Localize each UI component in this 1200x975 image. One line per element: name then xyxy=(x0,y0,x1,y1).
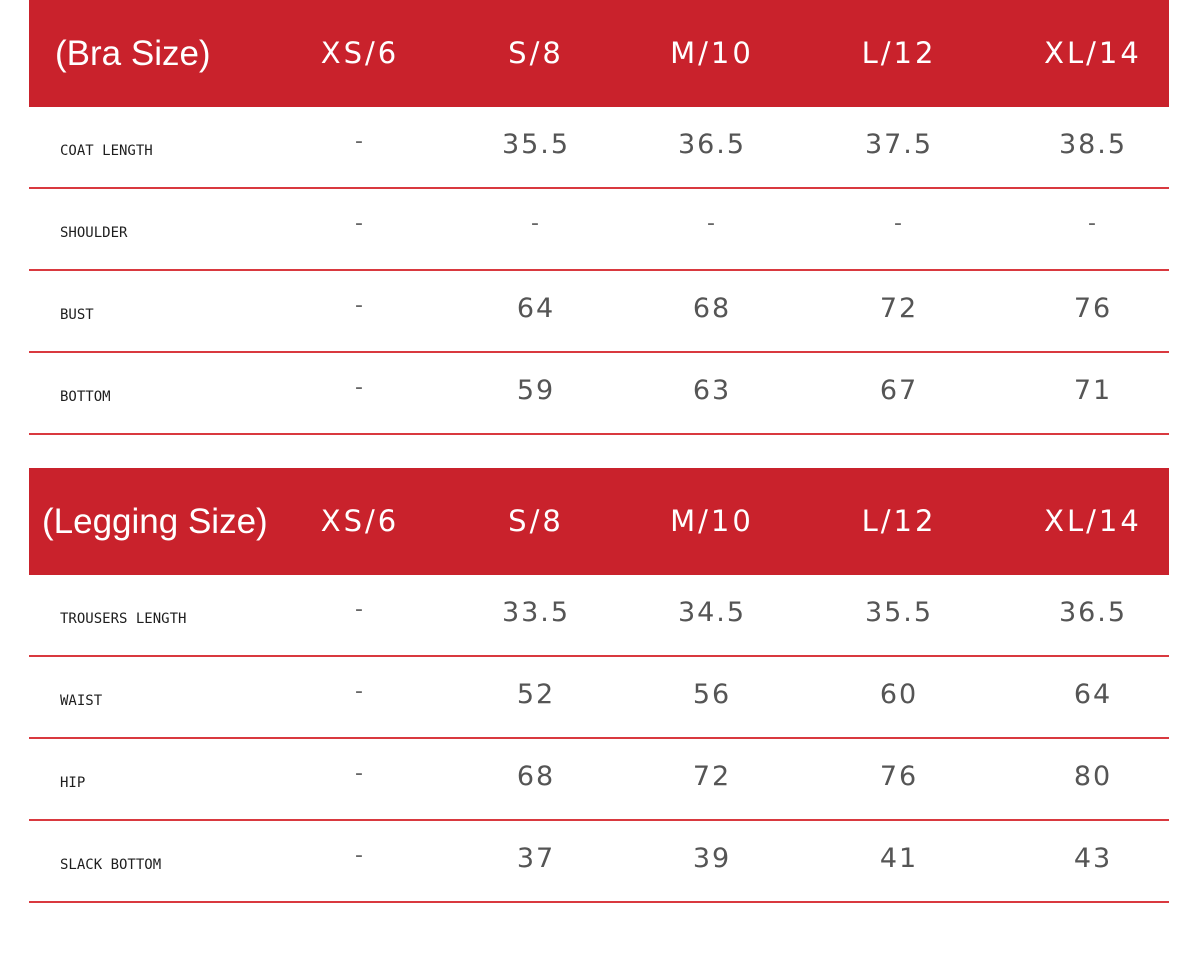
table-row: BOTTOM - 59 63 67 71 xyxy=(29,353,1169,435)
table-row: COAT LENGTH - 35.5 36.5 37.5 38.5 xyxy=(29,107,1169,189)
table-cell: 71 xyxy=(1073,375,1113,406)
table-cell: 36.5 xyxy=(677,129,747,160)
size-header-l: L/12 xyxy=(861,36,937,70)
size-header-s: S/8 xyxy=(508,36,564,70)
size-header-m: M/10 xyxy=(670,504,754,538)
table-cell: - xyxy=(355,679,365,704)
table-cell: 34.5 xyxy=(677,597,747,628)
legging-size-table: (Legging Size) XS/6 S/8 M/10 L/12 XL/14 … xyxy=(29,468,1169,903)
table-row: SLACK BOTTOM - 37 39 41 43 xyxy=(29,821,1169,903)
bra-table-header: (Bra Size) XS/6 S/8 M/10 L/12 XL/14 xyxy=(29,0,1169,107)
row-label: COAT LENGTH xyxy=(60,143,153,159)
table-cell: 39 xyxy=(692,843,732,874)
table-row: TROUSERS LENGTH - 33.5 34.5 35.5 36.5 xyxy=(29,575,1169,657)
table-cell: - xyxy=(355,843,365,868)
table-cell: 35.5 xyxy=(501,129,571,160)
table-cell: 36.5 xyxy=(1058,597,1128,628)
table-cell: 63 xyxy=(692,375,732,406)
size-header-l: L/12 xyxy=(861,504,937,538)
row-label: BOTTOM xyxy=(60,389,111,405)
table-cell: 56 xyxy=(692,679,732,710)
legging-table-title: (Legging Size) xyxy=(42,502,268,541)
table-cell: - xyxy=(1088,211,1098,236)
table-cell: 64 xyxy=(516,293,556,324)
table-cell: - xyxy=(355,211,365,236)
table-cell: 67 xyxy=(879,375,919,406)
row-label: TROUSERS LENGTH xyxy=(60,611,187,627)
table-row: BUST - 64 68 72 76 xyxy=(29,271,1169,353)
bra-table-title: (Bra Size) xyxy=(55,34,211,73)
legging-table-header: (Legging Size) XS/6 S/8 M/10 L/12 XL/14 xyxy=(29,468,1169,575)
table-cell: - xyxy=(707,211,717,236)
table-cell: 41 xyxy=(879,843,919,874)
size-header-xs: XS/6 xyxy=(320,504,400,538)
table-row: WAIST - 52 56 60 64 xyxy=(29,657,1169,739)
table-cell: 72 xyxy=(879,293,919,324)
table-cell: - xyxy=(355,597,365,622)
table-cell: 37.5 xyxy=(864,129,934,160)
table-cell: 60 xyxy=(879,679,919,710)
size-header-s: S/8 xyxy=(508,504,564,538)
table-cell: - xyxy=(355,129,365,154)
table-cell: 52 xyxy=(516,679,556,710)
table-cell: - xyxy=(355,761,365,786)
table-cell: 37 xyxy=(516,843,556,874)
table-cell: 64 xyxy=(1073,679,1113,710)
size-header-xl: XL/14 xyxy=(1044,36,1142,70)
table-cell: 59 xyxy=(516,375,556,406)
table-cell: 72 xyxy=(692,761,732,792)
table-cell: - xyxy=(355,293,365,318)
size-header-m: M/10 xyxy=(670,36,754,70)
table-cell: 76 xyxy=(879,761,919,792)
table-row: SHOULDER - - - - - xyxy=(29,189,1169,271)
table-cell: 35.5 xyxy=(864,597,934,628)
table-row: HIP - 68 72 76 80 xyxy=(29,739,1169,821)
bra-size-table: (Bra Size) XS/6 S/8 M/10 L/12 XL/14 COAT… xyxy=(29,0,1169,435)
table-cell: 33.5 xyxy=(501,597,571,628)
table-cell: 43 xyxy=(1073,843,1113,874)
table-cell: 68 xyxy=(516,761,556,792)
row-label: BUST xyxy=(60,307,94,323)
table-cell: - xyxy=(355,375,365,400)
row-label: SLACK BOTTOM xyxy=(60,857,162,873)
table-cell: 38.5 xyxy=(1058,129,1128,160)
row-label: WAIST xyxy=(60,693,103,709)
row-label: HIP xyxy=(60,775,86,791)
table-cell: - xyxy=(531,211,541,236)
row-label: SHOULDER xyxy=(60,225,128,241)
table-cell: 80 xyxy=(1073,761,1113,792)
table-cell: - xyxy=(894,211,904,236)
size-header-xs: XS/6 xyxy=(320,36,400,70)
size-header-xl: XL/14 xyxy=(1044,504,1142,538)
table-cell: 76 xyxy=(1073,293,1113,324)
table-cell: 68 xyxy=(692,293,732,324)
